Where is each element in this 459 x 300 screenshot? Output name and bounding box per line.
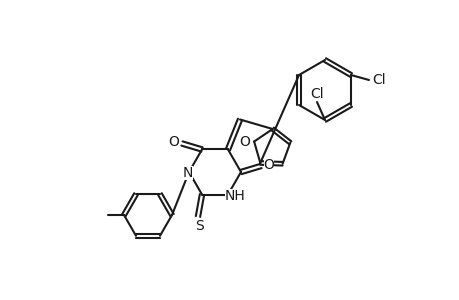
Text: S: S: [195, 218, 204, 233]
Text: O: O: [263, 158, 274, 172]
Text: Cl: Cl: [371, 73, 385, 87]
Text: Cl: Cl: [309, 87, 323, 101]
Text: O: O: [239, 134, 250, 148]
Text: O: O: [168, 136, 179, 149]
Text: N: N: [182, 166, 193, 180]
Text: NH: NH: [224, 188, 245, 203]
